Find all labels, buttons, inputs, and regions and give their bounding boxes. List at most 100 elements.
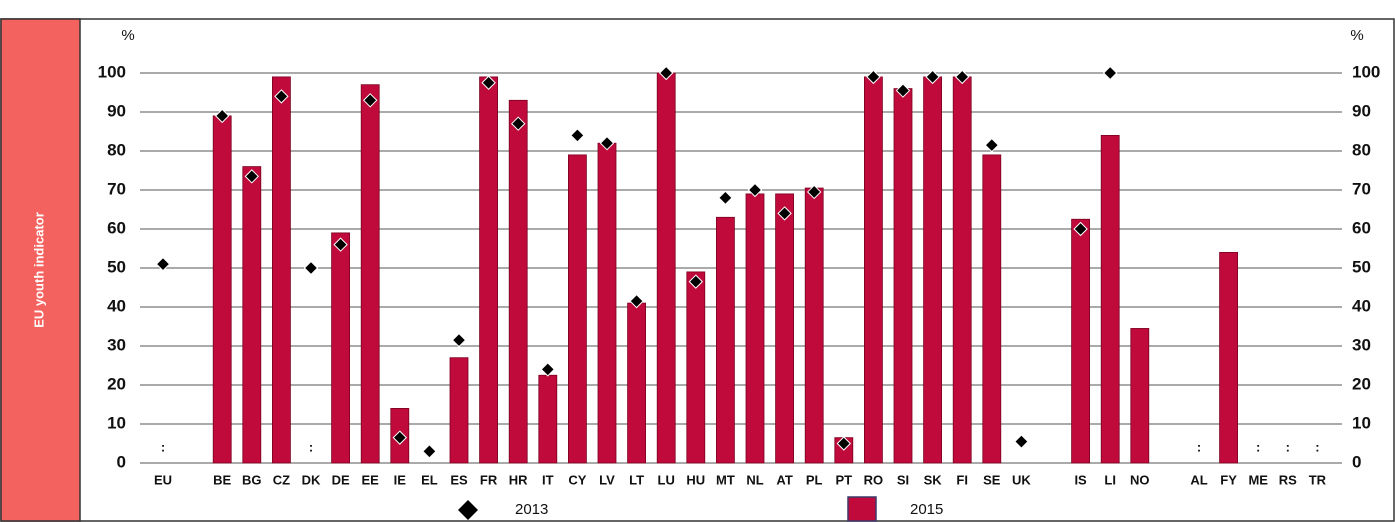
marker xyxy=(303,260,319,276)
x-tick-label: LV xyxy=(599,472,615,487)
marker xyxy=(895,83,911,98)
missing-label: : xyxy=(161,439,165,454)
marker xyxy=(925,69,940,85)
marker xyxy=(1073,221,1088,237)
x-tick-label: SI xyxy=(897,472,909,487)
legend-swatch xyxy=(847,496,877,522)
x-tick-label: HR xyxy=(509,472,528,487)
x-tick-label: IE xyxy=(394,472,407,487)
x-tick-label: DE xyxy=(332,472,350,487)
marker xyxy=(362,93,378,108)
bar xyxy=(923,76,942,464)
marker xyxy=(333,237,348,252)
marker xyxy=(866,69,881,85)
x-tick-label: EE xyxy=(362,472,380,487)
x-tick-label: FR xyxy=(480,472,498,487)
bar xyxy=(449,357,469,464)
marker xyxy=(214,108,230,124)
missing-label: : xyxy=(1197,439,1201,454)
bar xyxy=(271,76,291,464)
marker xyxy=(1102,65,1118,81)
missing-label: : xyxy=(1256,439,1260,454)
bar xyxy=(331,232,351,464)
bar xyxy=(982,154,1002,464)
x-tick-label: IS xyxy=(1074,472,1087,487)
x-tick-label: FI xyxy=(956,472,968,487)
y-tick-label: 20 xyxy=(107,374,126,393)
bar xyxy=(864,76,883,464)
legend-label: 2015 xyxy=(910,501,943,518)
y2-tick-label: 70 xyxy=(1352,179,1371,198)
bar xyxy=(242,166,262,464)
x-tick-label: LT xyxy=(629,472,644,487)
marker xyxy=(777,206,792,221)
y-tick-label: 30 xyxy=(107,335,126,354)
x-tick-label: HU xyxy=(686,472,705,487)
x-tick-label: ME xyxy=(1248,472,1268,487)
marker xyxy=(599,135,615,151)
bar xyxy=(568,154,587,464)
y2-tick-label: 50 xyxy=(1352,257,1371,276)
x-tick-label: RS xyxy=(1279,472,1297,487)
marker xyxy=(155,256,171,272)
bar xyxy=(627,302,646,464)
bar xyxy=(538,374,558,464)
y-tick-label: 80 xyxy=(107,140,126,159)
x-tick-label: PL xyxy=(806,472,823,487)
y2-tick-label: 0 xyxy=(1352,452,1361,471)
marker xyxy=(570,128,585,143)
y2-tick-label: 60 xyxy=(1352,218,1371,237)
bar xyxy=(597,142,617,464)
x-tick-label: BG xyxy=(242,472,262,487)
y2-tick-label: 10 xyxy=(1352,413,1371,432)
x-tick-label: CZ xyxy=(273,472,290,487)
marker xyxy=(422,444,437,459)
marker xyxy=(658,65,674,81)
marker xyxy=(540,362,556,377)
bar xyxy=(1071,218,1090,464)
y-tick-label: 0 xyxy=(117,452,126,471)
x-tick-label: MT xyxy=(716,472,735,487)
bar xyxy=(656,72,676,464)
x-tick-label: BE xyxy=(213,472,231,487)
x-tick-label: NO xyxy=(1130,472,1150,487)
x-tick-label: SK xyxy=(924,472,943,487)
marker xyxy=(984,137,1000,153)
y-tick-label: 40 xyxy=(107,296,126,315)
x-tick-label: AL xyxy=(1190,472,1207,487)
marker xyxy=(718,190,733,206)
x-tick-label: DK xyxy=(302,472,321,487)
bar xyxy=(775,193,794,464)
y2-tick-label: 40 xyxy=(1352,296,1371,315)
missing-label: : xyxy=(309,439,313,454)
y2-tick-label: 100 xyxy=(1352,62,1380,81)
marker xyxy=(954,69,970,85)
marker xyxy=(274,89,289,104)
x-tick-label: CY xyxy=(568,472,586,487)
x-tick-label: TR xyxy=(1309,472,1327,487)
marker xyxy=(481,75,496,90)
bar xyxy=(716,216,735,464)
marker xyxy=(392,430,408,445)
bar xyxy=(952,76,972,464)
x-tick-label: SE xyxy=(983,472,1001,487)
y2-tick-label: 20 xyxy=(1352,374,1371,393)
x-tick-label: ES xyxy=(450,472,468,487)
y-axis-label: % xyxy=(121,27,134,44)
bar xyxy=(745,193,765,464)
x-tick-label: EL xyxy=(421,472,438,487)
x-tick-label: UK xyxy=(1012,472,1031,487)
marker xyxy=(688,274,704,289)
bar xyxy=(893,88,913,464)
x-tick-label: IT xyxy=(542,472,554,487)
marker xyxy=(836,436,852,451)
y-tick-label: 60 xyxy=(107,218,126,237)
bar xyxy=(686,271,706,464)
y-tick-label: 50 xyxy=(107,257,126,276)
bar xyxy=(1219,251,1238,464)
x-tick-label: LI xyxy=(1104,472,1116,487)
y-tick-label: 70 xyxy=(107,179,126,198)
bar xyxy=(479,76,499,464)
bar xyxy=(804,187,824,464)
missing-label: : xyxy=(1315,439,1319,454)
